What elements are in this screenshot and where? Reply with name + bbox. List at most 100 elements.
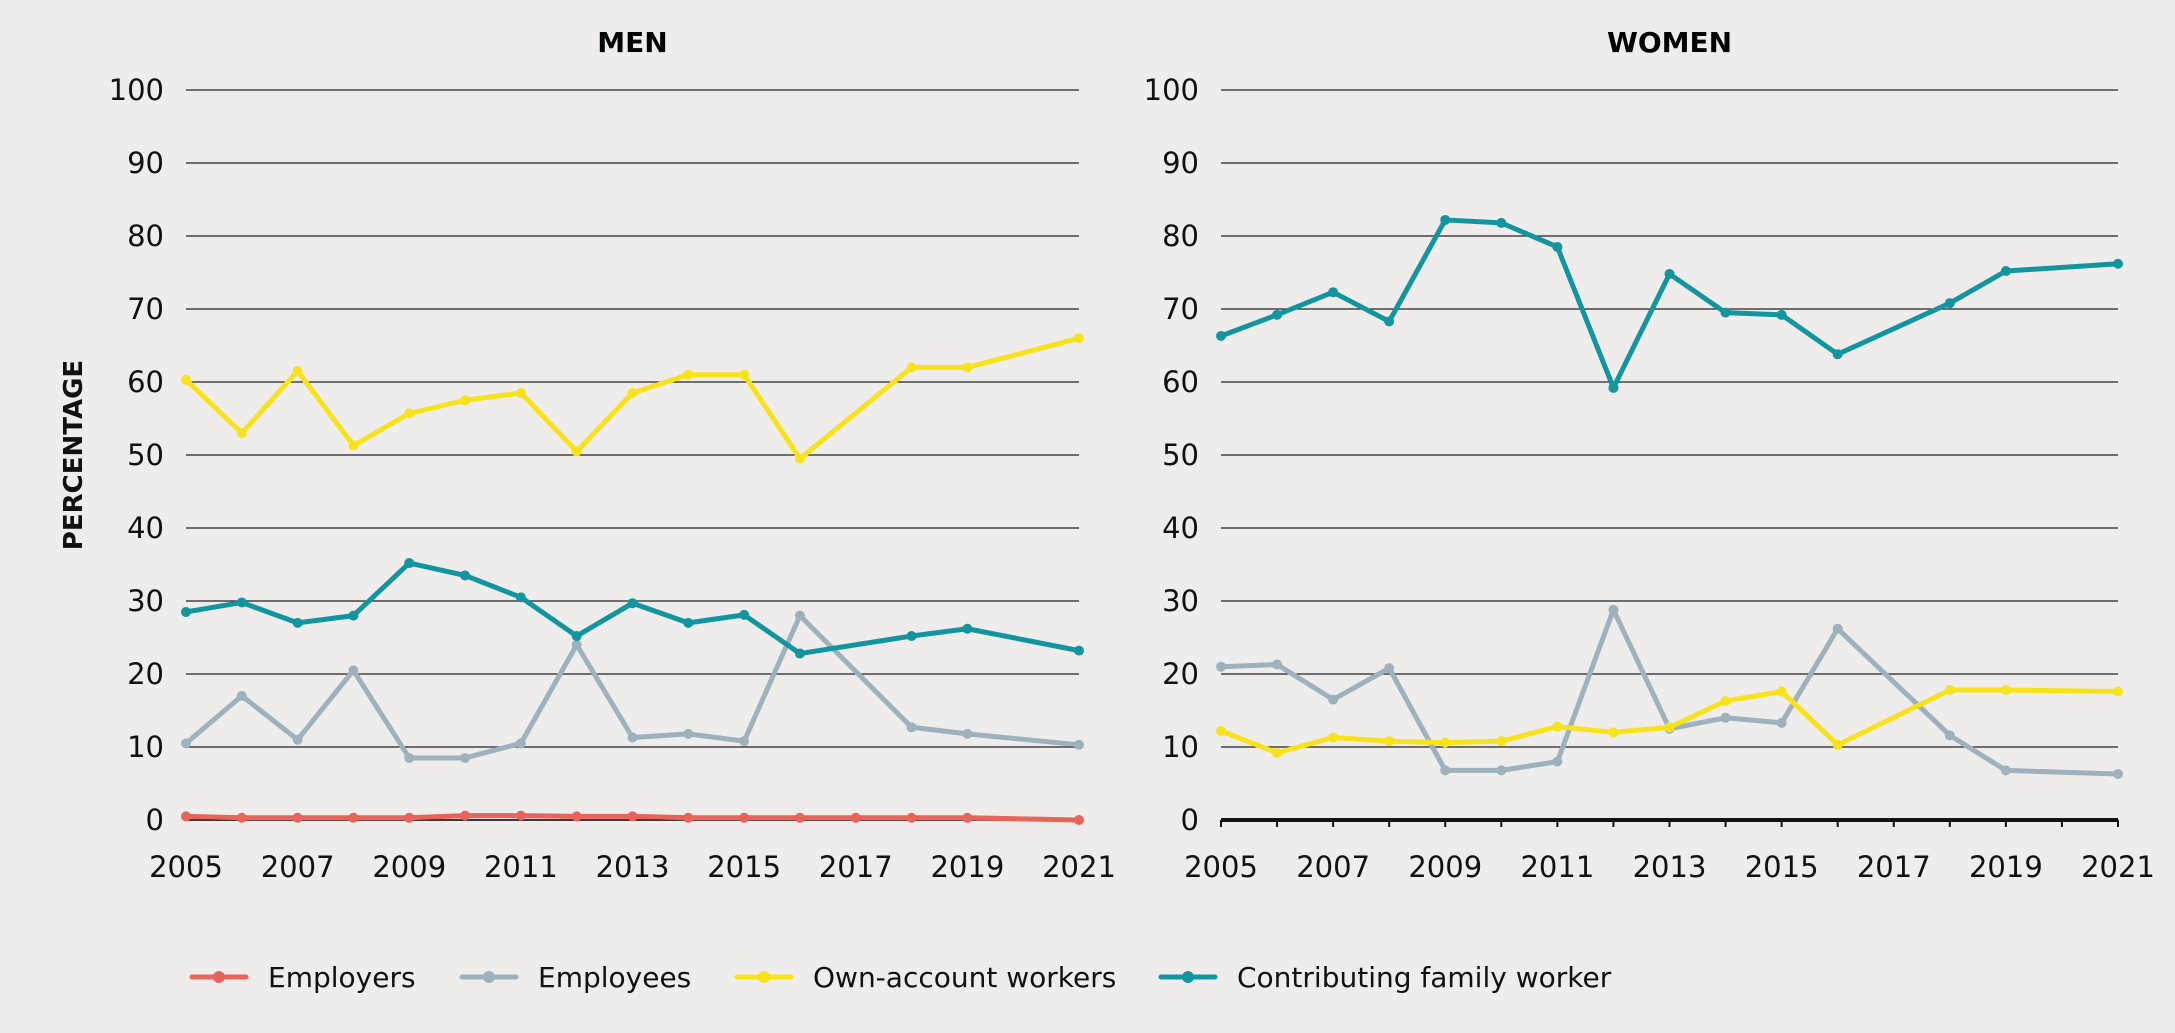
data-point	[683, 812, 694, 823]
data-point	[2000, 266, 2011, 277]
x-tick-label: 2007	[1296, 850, 1370, 884]
data-point	[683, 728, 694, 739]
y-tick-label: 10	[127, 730, 164, 764]
data-point	[1608, 382, 1619, 393]
y-tick-label: 30	[127, 584, 164, 618]
data-point	[515, 592, 526, 603]
data-point	[348, 812, 359, 823]
data-point	[404, 408, 415, 419]
data-point	[181, 606, 191, 617]
data-point	[906, 631, 917, 642]
data-point	[1832, 623, 1843, 634]
data-point	[571, 631, 582, 642]
data-point	[1608, 604, 1619, 615]
data-point	[292, 734, 303, 745]
legend: Employers Employees Own-account workers Con…	[189, 961, 1612, 994]
x-tick-label: 2007	[261, 850, 335, 884]
series-employees	[181, 610, 1084, 763]
data-point	[404, 752, 415, 763]
y-axis-label: PERCENTAGE	[59, 360, 89, 550]
data-point	[1664, 268, 1675, 279]
data-point	[460, 570, 471, 581]
data-point	[181, 374, 191, 385]
data-point	[1944, 730, 1955, 741]
data-point	[1328, 287, 1339, 298]
legend-label: Own-account workers	[813, 961, 1116, 994]
data-point	[292, 812, 303, 823]
x-tick-label: 2017	[1857, 850, 1931, 884]
data-point	[1328, 732, 1339, 743]
data-point	[794, 812, 805, 823]
data-point	[460, 395, 471, 406]
data-point	[1552, 756, 1563, 767]
y-tick-label: 70	[127, 292, 164, 326]
data-point	[1944, 298, 1955, 309]
legend-marker	[213, 971, 225, 983]
y-tick-label: 30	[1162, 584, 1199, 618]
y-tick-label: 20	[1162, 657, 1199, 691]
data-point	[236, 690, 247, 701]
data-point	[739, 609, 750, 620]
x-tick-label: 2019	[930, 850, 1004, 884]
y-tick-label: 0	[1181, 803, 1199, 837]
legend-item: Employers	[189, 961, 416, 994]
data-point	[683, 617, 694, 628]
y-tick-label: 50	[1162, 438, 1199, 472]
data-point	[292, 617, 303, 628]
series-own-account-workers	[181, 333, 1084, 464]
data-point	[348, 610, 359, 621]
data-point	[404, 558, 415, 569]
data-point	[1720, 712, 1731, 723]
data-point	[181, 738, 191, 749]
data-point	[1216, 661, 1226, 672]
x-tick-label: 2021	[1042, 850, 1116, 884]
x-tick-label: 2013	[596, 850, 670, 884]
y-tick-label: 40	[127, 511, 164, 545]
data-point	[1074, 815, 1084, 825]
data-point	[1496, 736, 1507, 747]
data-point	[794, 453, 805, 464]
x-tick-label: 2009	[372, 850, 446, 884]
x-tick-label: 2005	[1184, 850, 1258, 884]
x-tick-label: 2019	[1969, 850, 2043, 884]
data-point	[906, 362, 917, 373]
legend-label: Employers	[268, 961, 416, 994]
data-point	[236, 597, 247, 608]
series-line	[1218, 687, 2121, 756]
data-point	[794, 648, 805, 659]
data-point	[292, 366, 303, 377]
data-point	[404, 812, 415, 823]
legend-label: Employees	[538, 961, 691, 994]
data-point	[1272, 659, 1283, 670]
data-point	[850, 812, 861, 823]
data-point	[181, 811, 191, 822]
y-tick-label: 60	[1162, 365, 1199, 399]
data-point	[571, 811, 582, 822]
y-tick-label: 40	[1162, 511, 1199, 545]
data-point	[1328, 694, 1339, 705]
data-point	[1384, 663, 1395, 674]
data-point	[627, 387, 638, 398]
x-tick-label: 2021	[2081, 850, 2155, 884]
data-point	[739, 736, 750, 747]
data-point	[1552, 241, 1563, 252]
data-point	[1272, 309, 1283, 320]
y-tick-label: 10	[1162, 730, 1199, 764]
data-point	[1384, 736, 1395, 747]
panel-title: MEN	[597, 26, 667, 59]
y-tick-label: 50	[127, 438, 164, 472]
data-point	[460, 752, 471, 763]
data-point	[2000, 765, 2011, 776]
data-point	[2113, 258, 2123, 269]
series-contributing-family-worker	[181, 558, 1084, 659]
data-point	[1074, 739, 1084, 750]
series-contributing-family-worker	[1216, 214, 2123, 393]
y-tick-label: 80	[127, 219, 164, 253]
data-point	[1272, 747, 1283, 758]
data-point	[1664, 722, 1675, 733]
y-tick-label: 90	[1162, 146, 1199, 180]
y-tick-label: 80	[1162, 219, 1199, 253]
x-tick-label: 2011	[1520, 850, 1594, 884]
